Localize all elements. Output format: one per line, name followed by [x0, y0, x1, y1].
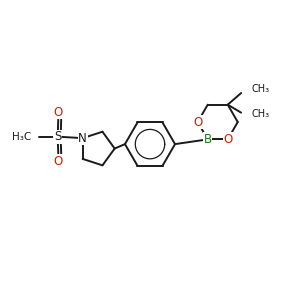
Text: O: O	[54, 154, 63, 168]
Text: O: O	[223, 133, 232, 146]
Text: S: S	[54, 130, 62, 143]
Text: CH₃: CH₃	[251, 109, 270, 119]
Text: O: O	[193, 116, 202, 128]
Text: H₃C: H₃C	[12, 132, 31, 142]
Text: B: B	[204, 133, 212, 146]
Text: CH₃: CH₃	[251, 84, 270, 94]
Text: N: N	[78, 132, 87, 145]
Text: O: O	[54, 106, 63, 119]
